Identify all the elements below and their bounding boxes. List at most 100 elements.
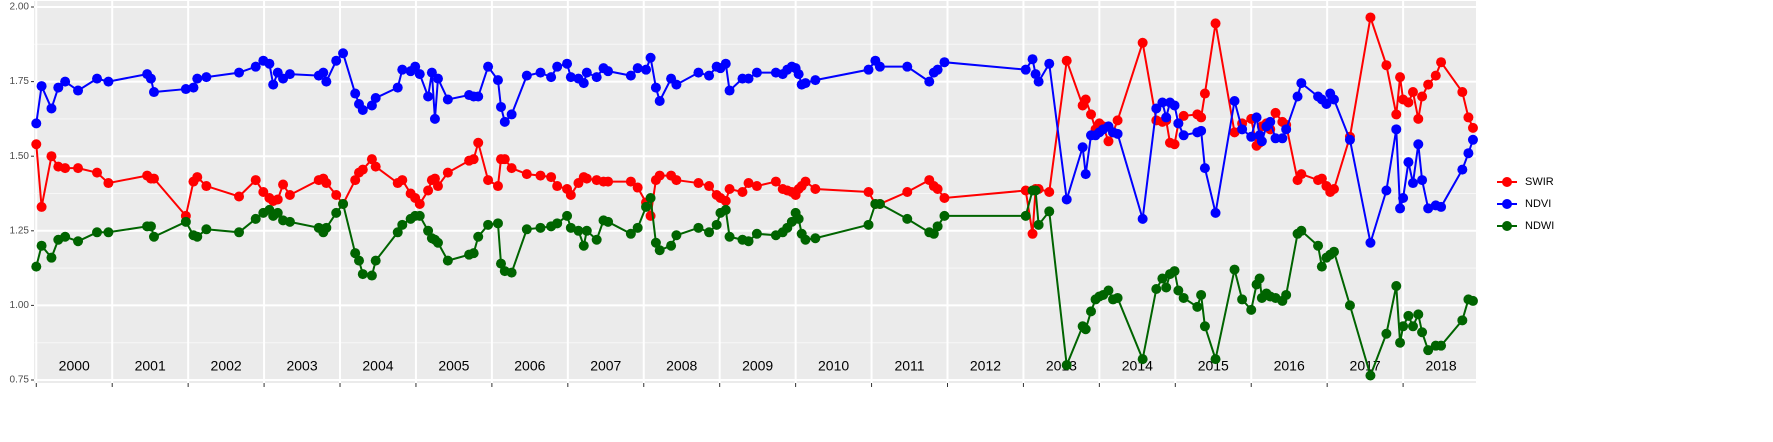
- point: [92, 167, 103, 178]
- point: [1192, 301, 1203, 312]
- point: [1173, 118, 1184, 129]
- legend-point: [1502, 177, 1512, 187]
- point: [192, 231, 203, 242]
- point: [711, 219, 722, 230]
- year-label: 2012: [970, 358, 1001, 374]
- legend-point: [1502, 221, 1512, 231]
- point: [704, 70, 715, 81]
- point: [46, 103, 57, 114]
- point: [863, 219, 874, 230]
- point: [1413, 113, 1424, 124]
- point: [1381, 185, 1392, 196]
- point: [1457, 164, 1468, 175]
- point: [370, 255, 381, 266]
- point: [625, 228, 636, 239]
- point: [810, 233, 821, 244]
- point: [546, 72, 557, 83]
- point: [800, 78, 811, 89]
- point: [535, 222, 546, 233]
- year-label: 2004: [362, 358, 393, 374]
- point: [284, 69, 295, 80]
- point: [1178, 110, 1189, 121]
- point: [1080, 169, 1091, 180]
- point: [1436, 201, 1447, 212]
- year-label: 2009: [742, 358, 773, 374]
- point: [1316, 261, 1327, 272]
- point: [354, 255, 365, 266]
- point: [370, 93, 381, 104]
- point: [331, 189, 342, 200]
- point: [650, 82, 661, 93]
- point: [724, 231, 735, 242]
- point: [284, 189, 295, 200]
- point: [483, 61, 494, 72]
- point: [1086, 306, 1097, 317]
- point: [632, 63, 643, 74]
- point: [148, 173, 159, 184]
- point: [36, 240, 47, 251]
- year-label: 2008: [666, 358, 697, 374]
- point: [552, 61, 563, 72]
- point: [1077, 142, 1088, 153]
- point: [521, 224, 532, 235]
- point: [810, 184, 821, 195]
- point: [392, 227, 403, 238]
- point: [591, 72, 602, 83]
- point: [1391, 281, 1402, 292]
- point: [338, 198, 349, 209]
- y-tick-label: 1.00: [10, 300, 30, 311]
- year-label: 2018: [1425, 358, 1456, 374]
- y-tick-label: 1.25: [10, 225, 30, 236]
- point: [1436, 340, 1447, 351]
- point: [1463, 112, 1474, 123]
- point: [603, 176, 614, 187]
- point: [641, 201, 652, 212]
- point: [1027, 228, 1038, 239]
- point: [1137, 354, 1148, 365]
- point: [1210, 354, 1221, 365]
- point: [1395, 72, 1406, 83]
- point: [73, 236, 84, 247]
- year-label: 2001: [135, 358, 166, 374]
- point: [1061, 55, 1072, 66]
- point: [1196, 289, 1207, 300]
- point: [1246, 131, 1257, 142]
- point: [1407, 178, 1418, 189]
- point: [442, 167, 453, 178]
- point: [902, 187, 913, 198]
- point: [578, 78, 589, 89]
- point: [397, 64, 408, 75]
- point: [1457, 87, 1468, 98]
- point: [318, 67, 329, 78]
- point: [492, 181, 503, 192]
- point: [1365, 237, 1376, 248]
- point: [1407, 321, 1418, 332]
- point: [1321, 98, 1332, 109]
- point: [1423, 345, 1434, 356]
- point: [1020, 210, 1031, 221]
- point: [650, 237, 661, 248]
- point: [414, 198, 425, 209]
- point: [148, 87, 159, 98]
- point: [1277, 133, 1288, 144]
- point: [36, 201, 47, 212]
- point: [924, 76, 935, 87]
- point: [370, 161, 381, 172]
- point: [654, 170, 665, 181]
- point: [92, 227, 103, 238]
- point: [321, 222, 332, 233]
- year-label: 2011: [894, 358, 924, 374]
- point: [1270, 133, 1281, 144]
- point: [1112, 292, 1123, 303]
- point: [1296, 169, 1307, 180]
- point: [1020, 185, 1031, 196]
- point: [1199, 321, 1210, 332]
- point: [180, 84, 191, 95]
- point: [442, 94, 453, 105]
- point: [793, 213, 804, 224]
- point: [1169, 266, 1180, 277]
- point: [932, 64, 943, 75]
- y-tick-label: 1.50: [10, 151, 30, 162]
- point: [468, 248, 479, 259]
- point: [693, 178, 704, 189]
